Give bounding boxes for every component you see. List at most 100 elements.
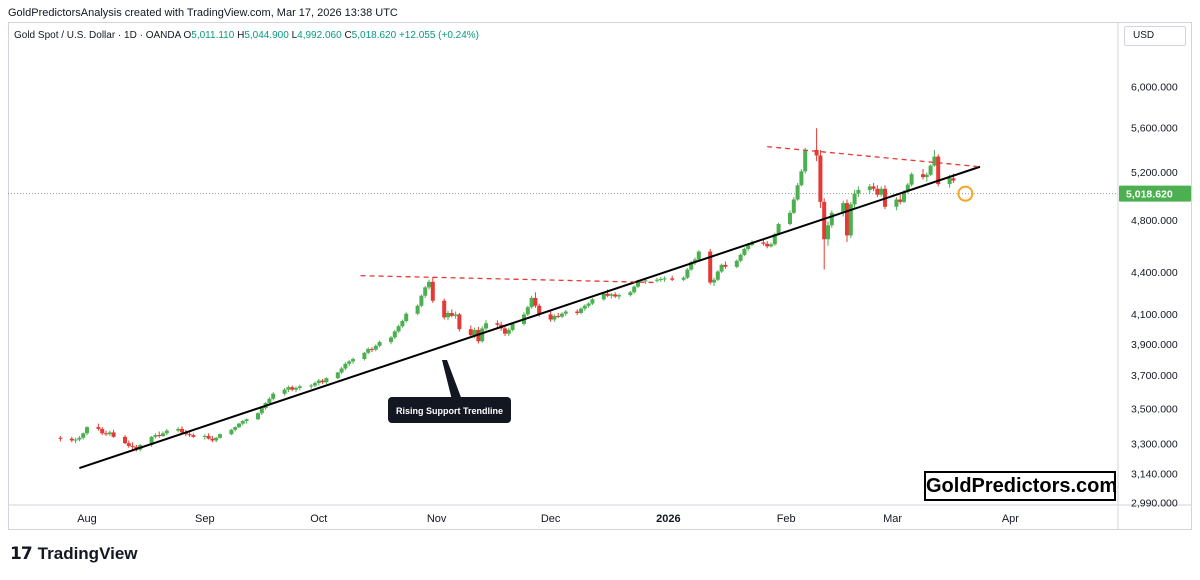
candle-2025-12-09: [579, 307, 583, 315]
candle-body: [180, 428, 184, 433]
candle-2025-08-01: [85, 426, 89, 436]
candle-2025-10-23: [400, 319, 405, 328]
time-tick-label: Apr: [1002, 513, 1019, 525]
candle-body: [187, 434, 192, 436]
candle-2025-12-11: [586, 302, 591, 308]
chart-publisher-title: GoldPredictorsAnalysis created with Trad…: [8, 7, 398, 19]
ohlc-high-label: H: [237, 30, 245, 41]
candle-body: [389, 337, 393, 343]
symbol-legend[interactable]: Gold Spot / U.S. Dollar · 1D · OANDA O5,…: [14, 30, 479, 41]
candle-body: [503, 328, 507, 334]
candle-2025-08-20: [157, 431, 162, 438]
candle-2025-12-08: [575, 309, 580, 316]
candle-2026-01-12: [708, 248, 713, 285]
candle-body: [871, 186, 876, 189]
candle-body: [126, 443, 131, 446]
candle-body: [69, 438, 74, 441]
candle-body: [104, 433, 108, 435]
candle-body: [845, 203, 849, 236]
candle-body: [149, 436, 154, 445]
candle-2025-10-13: [362, 352, 367, 361]
candle-body: [769, 244, 773, 247]
candle-2026-03-09: [921, 169, 925, 180]
candle-2026-02-10: [818, 149, 823, 208]
candle-body: [947, 178, 952, 185]
candle-2026-02-11: [822, 198, 827, 270]
currency-selector[interactable]: USD: [1124, 26, 1186, 46]
price-tick-label: 2,990.000: [1131, 498, 1178, 510]
candle-body: [377, 342, 382, 346]
candle-body: [229, 429, 234, 435]
time-tick-label: Sep: [195, 513, 215, 525]
candle-2025-12-29: [655, 277, 659, 283]
candle-2025-12-04: [560, 312, 564, 319]
candle-body: [693, 259, 697, 263]
candle-2026-03-12: [932, 149, 937, 167]
candle-body: [290, 387, 295, 390]
candle-2025-10-27: [415, 304, 420, 316]
time-tick-label: Aug: [77, 513, 97, 525]
candle-body: [446, 312, 450, 318]
price-tick-label: 3,700.000: [1131, 370, 1178, 382]
candle-body: [191, 435, 196, 437]
candle-2025-10-06: [335, 371, 340, 379]
candle-body: [905, 184, 910, 192]
candle-body: [423, 287, 428, 296]
candle-body: [73, 439, 78, 441]
candle-2025-09-16: [259, 407, 264, 415]
candle-2026-03-11: [928, 164, 933, 176]
ohlc-open-label: O: [183, 30, 192, 41]
candle-2025-08-21: [161, 431, 165, 437]
rising-support-trendline[interactable]: [79, 165, 981, 470]
candle-2025-09-18: [267, 397, 272, 405]
candle-body: [826, 225, 830, 240]
price-tick-label: 3,300.000: [1131, 439, 1178, 451]
candle-2025-11-17: [495, 320, 500, 328]
candle-2025-08-18: [149, 435, 154, 447]
candle-2026-02-02: [788, 210, 792, 226]
candle-2025-11-07: [457, 312, 462, 332]
candle-2026-01-15: [719, 263, 724, 273]
candle-2025-09-05: [218, 433, 222, 439]
candle-body: [297, 386, 302, 388]
candle-body: [244, 419, 249, 422]
candle-2025-12-19: [617, 293, 621, 300]
candle-body: [921, 174, 925, 178]
candle-2025-08-04: [96, 423, 101, 431]
candle-2025-10-01: [316, 378, 321, 386]
time-axis[interactable]: Aug Sep Oct Nov Dec 2026 Feb Mar Apr: [77, 513, 1019, 525]
candle-body: [396, 326, 401, 332]
candle-2025-10-17: [377, 340, 382, 348]
candle-body: [282, 389, 287, 394]
time-tick-label: Feb: [777, 513, 796, 525]
candle-body: [100, 428, 105, 434]
candle-2026-02-24: [871, 182, 876, 192]
candle-body: [77, 437, 82, 440]
candle-body: [335, 372, 340, 379]
price-axis[interactable]: 2,990.000 3,140.000 3,300.000 3,500.000 3,70…: [1131, 82, 1178, 510]
candle-body: [373, 345, 378, 350]
ohlc-open: 5,011.110: [191, 30, 235, 41]
candle-body: [795, 185, 800, 200]
candle-2026-01-02: [670, 275, 675, 282]
tradingview-logo[interactable]: 𝟭𝟳 TradingView: [10, 544, 138, 564]
resistance-line-1[interactable]: [360, 275, 658, 284]
time-tick-label: 2026: [656, 513, 680, 525]
candle-2025-09-23: [286, 385, 291, 393]
candle-body: [601, 293, 606, 300]
candle-body: [347, 361, 352, 364]
candle-body: [772, 234, 777, 245]
price-tick-label: 6,000.000: [1131, 82, 1178, 94]
candle-2025-09-09: [233, 426, 238, 432]
candle-2025-08-12: [126, 440, 131, 448]
symbol-name[interactable]: Gold Spot / U.S. Dollar · 1D · OANDA: [14, 30, 181, 41]
candle-2026-02-26: [879, 186, 884, 197]
candle-body: [879, 188, 884, 195]
candle-2026-02-20: [856, 186, 861, 198]
candle-body: [309, 385, 314, 387]
candle-body: [689, 262, 694, 270]
candle-2025-09-22: [282, 387, 287, 396]
last-price-tag-bg: [1119, 185, 1191, 202]
resistance-line-2[interactable]: [767, 145, 981, 168]
